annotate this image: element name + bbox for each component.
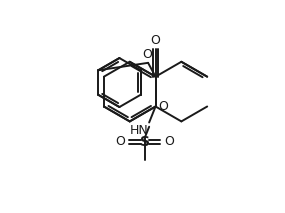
Text: O: O [150, 34, 160, 47]
Text: O: O [142, 48, 152, 61]
Text: HN: HN [129, 124, 148, 137]
Text: O: O [158, 100, 168, 113]
Text: S: S [140, 135, 150, 149]
Text: O: O [165, 135, 175, 148]
Text: O: O [115, 135, 125, 148]
